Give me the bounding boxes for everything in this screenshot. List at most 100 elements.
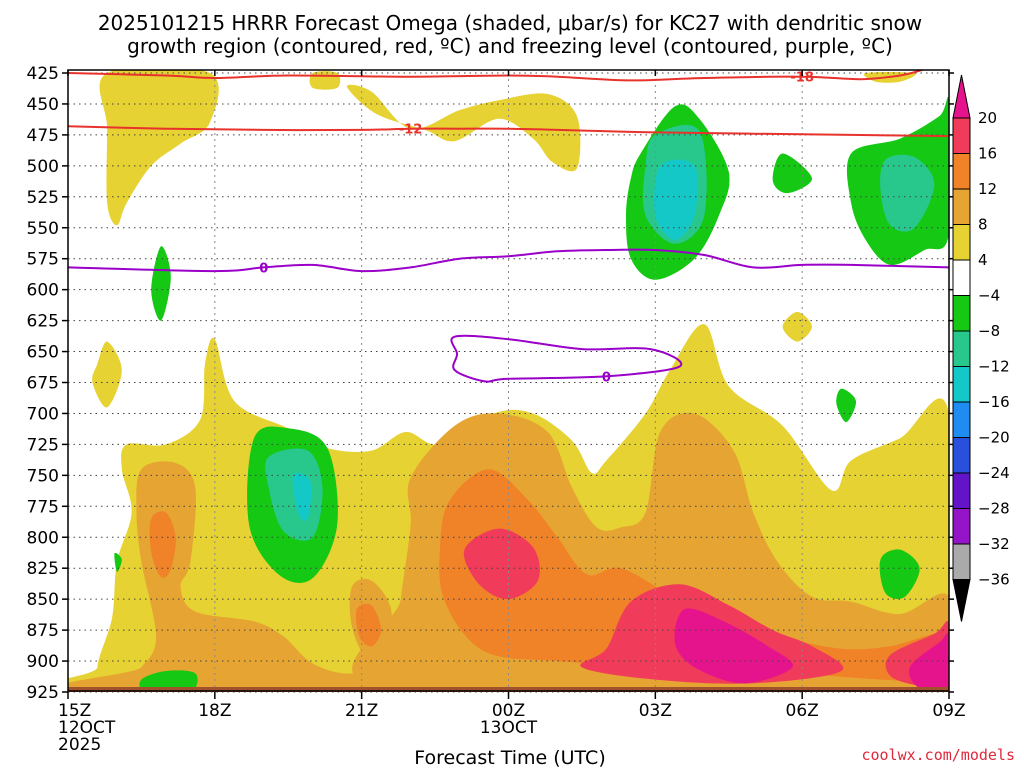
ytick-label-925: 925 [27,683,59,703]
omega-region-23 [836,388,857,423]
ytick-label-525: 525 [27,188,59,208]
y-axis: 425 450 475 500 525 550 575 600 625 650 675 700 725 7… [27,64,954,703]
contour-label-3: 0 [602,370,611,385]
ytick-label-625: 625 [27,312,59,332]
colorbar-swatch-10 [952,472,971,509]
ytick-label-425: 425 [27,64,59,84]
omega-region-21 [151,246,171,321]
colorbar-swatch-3 [952,224,971,261]
xtick-label-9-0: 00Z [492,701,525,721]
ytick-label-500: 500 [27,157,59,177]
ytick-label-825: 825 [27,559,59,579]
colorbar-label-2: 12 [978,180,997,198]
omega-region-28 [880,154,935,232]
chart-title-line1: 2025101215 HRRR Forecast Omega (shaded, … [98,11,922,35]
colorbar-swatch-11 [952,508,971,545]
contour-label-1: -12 [399,123,423,138]
contour-line-0 [68,70,925,82]
credit-text: coolwx.com/models [861,746,1015,764]
omega-region-29 [265,448,323,541]
xtick-label-3-0: 18Z [198,701,231,721]
colorbar-label-10: −24 [978,464,1010,482]
xtick-label-18-0: 09Z [932,701,965,721]
contour-line-3 [450,334,683,383]
colorbar-swatch-0 [952,117,971,154]
ytick-label-750: 750 [27,466,59,486]
colorbar: 20 16 12 8 4 −4 −8 −12 −16 −20 −24 −28 −32 −36 [952,74,1010,622]
xtick-label-0-0: 15Z [58,701,91,721]
colorbar-label-8: −16 [978,393,1010,411]
omega-region-30 [654,159,698,241]
contour-line-1 [68,125,949,138]
colorbar-swatch-12 [952,543,971,580]
xtick-label-9-1: 13OCT [480,718,538,738]
colorbar-label-4: 4 [978,251,988,269]
xtick-label-15-0: 06Z [786,701,819,721]
xtick-label-0-2: 2025 [58,735,101,755]
x-axis-label: Forecast Time (UTC) [414,747,605,768]
omega-region-12 [355,603,382,647]
colorbar-swatch-9 [952,437,971,474]
temperature-contours: -18 -12 0 0 [68,70,949,385]
omega-region-5 [782,311,812,342]
colorbar-bottom-arrow [952,579,971,622]
colorbar-label-11: −28 [978,500,1010,518]
contour-label-2: 0 [259,261,268,276]
contour-line-2 [68,248,949,273]
ytick-label-900: 900 [27,652,59,672]
colorbar-label-12: −32 [978,535,1010,553]
colorbar-swatch-6 [952,330,971,367]
ytick-label-725: 725 [27,435,59,455]
colorbar-label-13: −36 [978,571,1010,589]
omega-region-25 [114,552,122,572]
omega-region-10 [439,469,949,682]
ytick-label-775: 775 [27,497,59,517]
colorbar-swatch-4 [952,259,971,296]
colorbar-label-7: −12 [978,358,1010,376]
omega-region-11 [149,511,176,578]
ytick-label-800: 800 [27,528,59,548]
omega-region-26 [139,670,198,691]
omega-region-31 [292,473,312,521]
colorbar-label-0: 20 [978,109,997,127]
ytick-label-675: 675 [27,374,59,394]
colorbar-label-5: −4 [978,287,1000,305]
grid-lines [67,72,950,693]
ytick-label-875: 875 [27,621,59,641]
colorbar-swatch-1 [952,153,971,190]
omega-region-16 [674,608,794,684]
colorbar-swatch-2 [952,188,971,225]
ytick-label-600: 600 [27,281,59,301]
omega-region-13 [463,528,540,600]
omega-region-0 [99,70,219,226]
colorbar-swatch-8 [952,401,971,438]
ytick-label-850: 850 [27,590,59,610]
ytick-label-650: 650 [27,343,59,363]
omega-region-7 [68,461,949,691]
ytick-label-475: 475 [27,126,59,146]
ytick-label-575: 575 [27,250,59,270]
ytick-label-550: 550 [27,219,59,239]
chart-title-line2: growth region (contoured, red, ºC) and f… [127,34,893,58]
xtick-label-0-1: 12OCT [58,718,116,738]
omega-region-17 [909,633,949,691]
omega-region-24 [879,549,920,599]
ytick-label-450: 450 [27,95,59,115]
colorbar-swatch-7 [952,366,971,403]
ytick-label-700: 700 [27,404,59,424]
colorbar-label-3: 8 [978,216,988,234]
contour-label-0: -18 [790,71,814,86]
colorbar-swatch-5 [952,295,971,332]
colorbar-label-6: −8 [978,322,1000,340]
colorbar-label-1: 16 [978,145,997,163]
xtick-label-12-0: 03Z [639,701,672,721]
omega-region-4 [92,341,122,408]
ground-strip [68,687,949,692]
colorbar-label-9: −20 [978,429,1010,447]
omega-region-2 [309,71,341,90]
colorbar-top-arrow [952,74,971,119]
omega-region-20 [772,153,813,194]
xtick-label-6-0: 21Z [345,701,378,721]
